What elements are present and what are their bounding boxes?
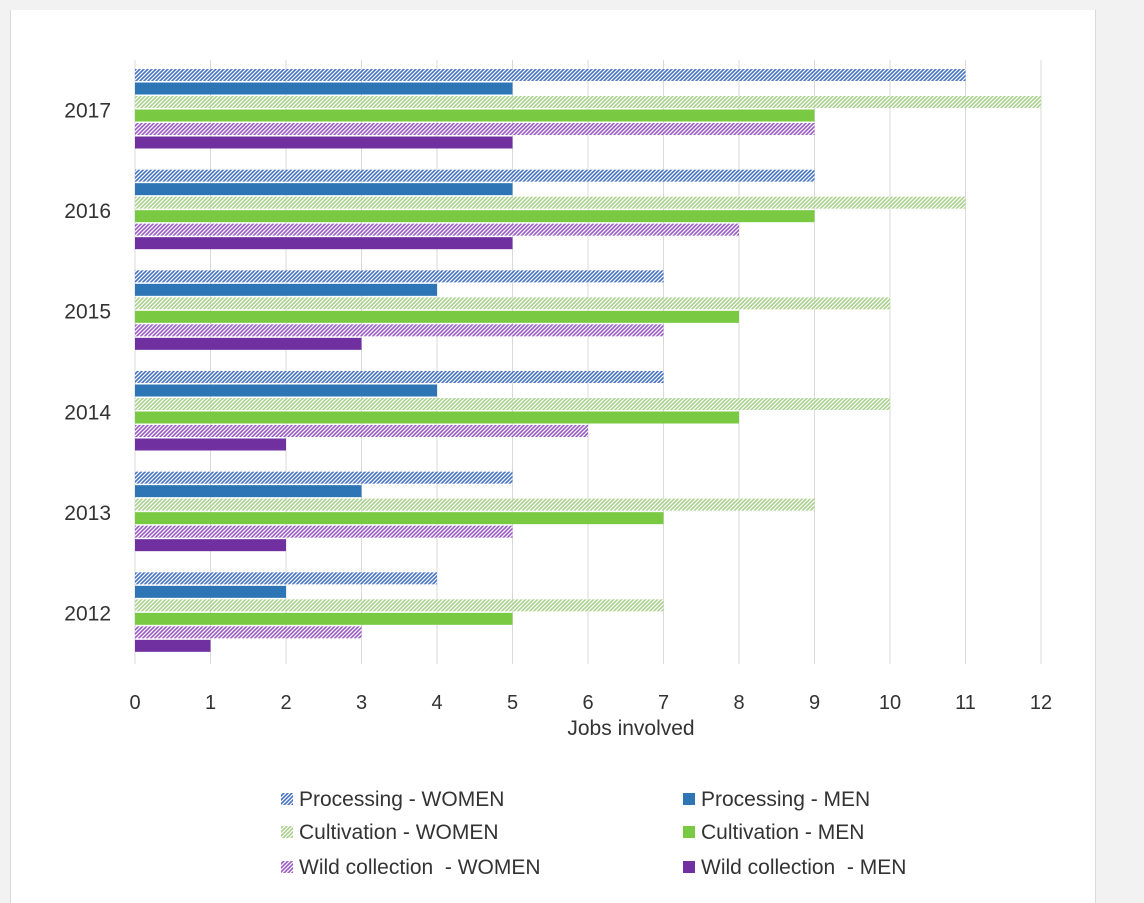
bar-2012-processing-women — [135, 572, 437, 585]
x-tick-label-10: 10 — [879, 692, 901, 714]
legend-label: Processing - WOMEN — [299, 788, 504, 811]
x-tick-label-6: 6 — [582, 692, 593, 714]
legend-swatch — [683, 793, 695, 805]
legend: Processing - WOMEN Processing - MEN Cultiv… — [281, 788, 906, 879]
legend-item-cultivation-women: Cultivation - WOMEN — [281, 821, 499, 844]
legend-label: Processing - MEN — [701, 788, 870, 811]
bars — [135, 69, 1041, 652]
x-tick-label-0: 0 — [129, 692, 140, 714]
bar-2012-wild-collection-women — [135, 626, 362, 639]
legend-item-wild-collection-women: Wild collection - WOMEN — [281, 856, 541, 879]
legend-item-processing-men: Processing - MEN — [683, 788, 870, 811]
bar-2014-wild-collection-men — [135, 438, 286, 451]
y-tick-label-2017: 2017 — [64, 99, 111, 122]
x-tick-label-7: 7 — [658, 692, 669, 714]
bar-2013-wild-collection-men — [135, 539, 286, 552]
legend-item-wild-collection-men: Wild collection - MEN — [683, 856, 906, 879]
bar-chart: 0 1 2 3 4 5 6 7 8 9 10 11 12 20122013201420152016201… — [64, 60, 1052, 879]
bar-2012-cultivation-men — [135, 612, 513, 625]
bar-2016-processing-women — [135, 169, 815, 182]
x-tick-label-9: 9 — [809, 692, 820, 714]
gridlines — [134, 60, 1042, 664]
legend-swatch — [281, 826, 293, 838]
x-tick-label-8: 8 — [733, 692, 744, 714]
legend-label: Wild collection - WOMEN — [299, 856, 541, 879]
bar-2016-cultivation-women — [135, 196, 966, 209]
bar-2013-processing-men — [135, 485, 362, 498]
x-axis-label: Jobs involved — [567, 717, 694, 740]
bar-2014-processing-women — [135, 371, 664, 383]
x-tick-label-2: 2 — [280, 692, 291, 714]
bar-2015-processing-men — [135, 283, 437, 296]
legend-label: Cultivation - MEN — [701, 821, 864, 844]
bar-2015-wild-collection-men — [135, 337, 362, 350]
bar-2017-wild-collection-women — [135, 123, 815, 135]
bar-2013-cultivation-men — [135, 512, 664, 525]
bar-2013-wild-collection-women — [135, 525, 513, 538]
bar-2014-wild-collection-women — [135, 425, 588, 437]
bar-2013-processing-women — [135, 471, 513, 484]
bar-2014-processing-men — [135, 384, 437, 397]
bar-2017-cultivation-women — [135, 96, 1041, 108]
bar-2016-processing-men — [135, 183, 513, 196]
bar-2014-cultivation-women — [135, 398, 890, 410]
legend-swatch — [683, 826, 695, 838]
legend-label: Cultivation - WOMEN — [299, 821, 499, 844]
legend-swatch — [281, 793, 293, 805]
bar-2016-cultivation-men — [135, 210, 815, 223]
legend-swatch — [281, 861, 293, 873]
bar-2012-wild-collection-men — [135, 639, 211, 652]
bar-2015-wild-collection-women — [135, 324, 664, 337]
bar-2015-cultivation-men — [135, 310, 739, 323]
bar-2012-cultivation-women — [135, 599, 664, 612]
bar-2016-wild-collection-men — [135, 237, 513, 250]
bar-2017-cultivation-men — [135, 109, 815, 122]
x-tick-label-5: 5 — [507, 692, 518, 714]
bar-2014-cultivation-men — [135, 411, 739, 424]
y-tick-label-2015: 2015 — [64, 301, 111, 324]
bar-2017-processing-men — [135, 82, 513, 95]
x-axis: 0 1 2 3 4 5 6 7 8 9 10 11 12 — [129, 692, 1052, 714]
x-tick-label-1: 1 — [205, 692, 216, 714]
bar-2015-processing-women — [135, 270, 664, 283]
bar-2012-processing-men — [135, 585, 286, 598]
bar-2017-wild-collection-men — [135, 136, 513, 149]
x-tick-label-3: 3 — [356, 692, 367, 714]
legend-item-processing-women: Processing - WOMEN — [281, 788, 504, 811]
legend-label: Wild collection - MEN — [701, 856, 906, 879]
chart-frame: 0 1 2 3 4 5 6 7 8 9 10 11 12 2012 2013 2014 2015 2016 201… — [10, 10, 1096, 903]
bar-2017-processing-women — [135, 69, 966, 81]
legend-swatch — [683, 861, 695, 873]
bar-2013-cultivation-women — [135, 498, 815, 511]
x-tick-label-4: 4 — [431, 692, 442, 714]
y-tick-label-2016: 2016 — [64, 200, 111, 223]
x-tick-label-11: 11 — [955, 692, 976, 714]
bar-2015-cultivation-women — [135, 297, 890, 310]
x-tick-label-12: 12 — [1030, 692, 1052, 714]
y-axis: 2012 2013 2014 2015 2016 2017 — [64, 99, 111, 625]
y-tick-label-2014: 2014 — [64, 401, 111, 424]
y-tick-label-2013: 2013 — [64, 502, 111, 525]
y-tick-label-2012: 2012 — [64, 603, 111, 626]
bar-2016-wild-collection-women — [135, 223, 739, 236]
legend-item-cultivation-men: Cultivation - MEN — [683, 821, 864, 844]
